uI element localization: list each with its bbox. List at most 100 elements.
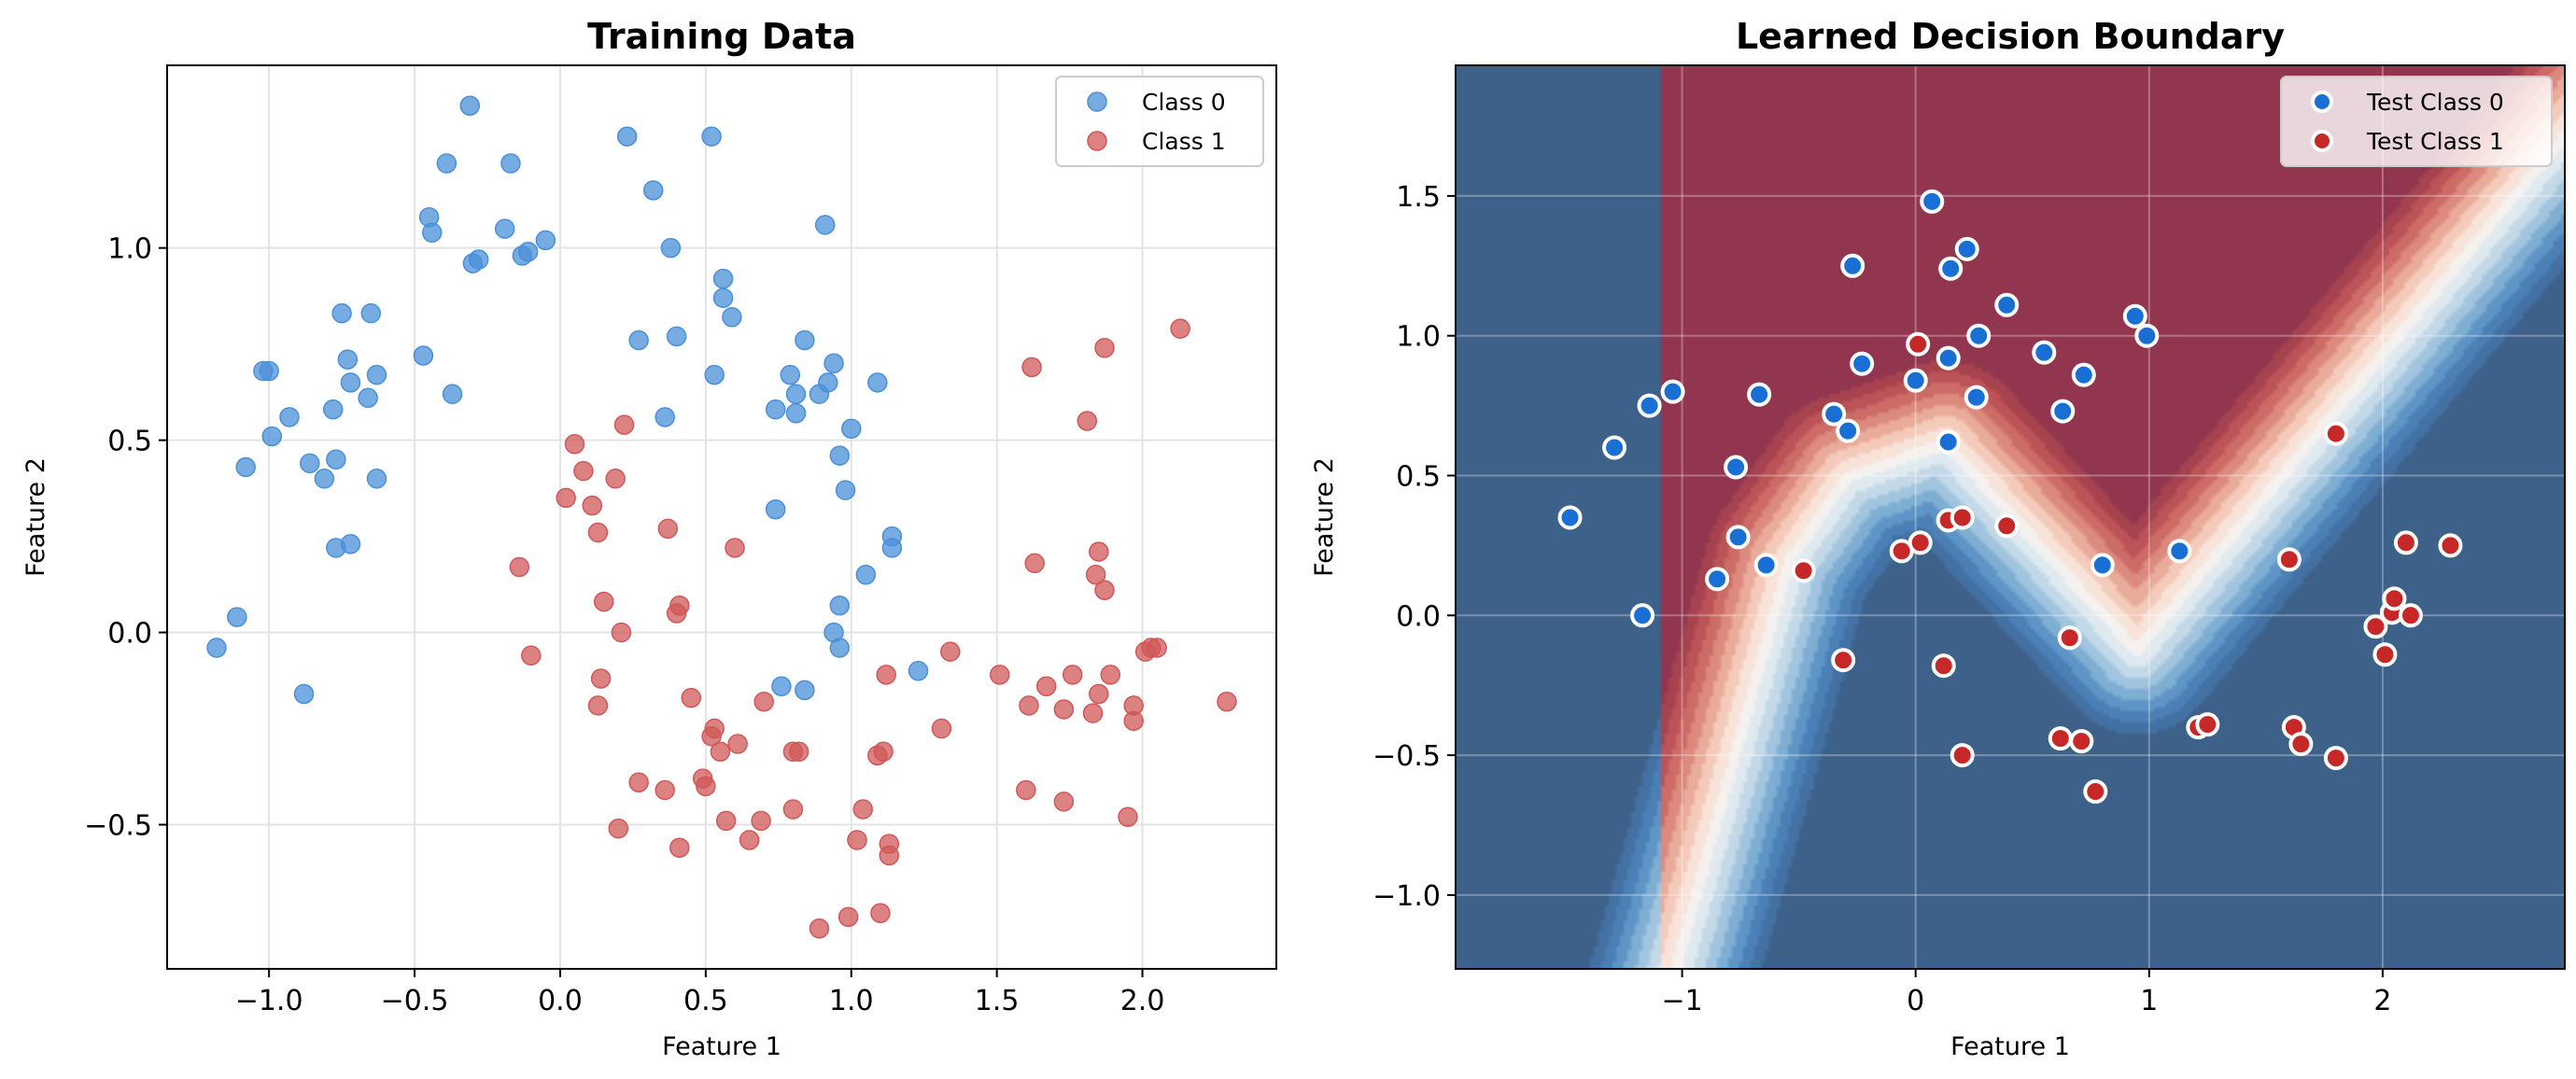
data-point-class-1 xyxy=(1021,357,1042,378)
data-point-test-class-1 xyxy=(2393,530,2418,555)
data-point-test-class-0 xyxy=(2050,399,2076,424)
data-point-class-1 xyxy=(1147,638,1167,658)
data-point-class-1 xyxy=(587,695,609,716)
data-point-class-0 xyxy=(331,302,352,324)
data-point-class-0 xyxy=(326,449,346,469)
data-point-class-0 xyxy=(322,399,344,420)
data-point-class-0 xyxy=(765,399,786,420)
chart-title: Learned Decision Boundary xyxy=(1736,16,2285,57)
y-tick-label: −0.5 xyxy=(1372,740,1441,773)
data-point-test-class-1 xyxy=(2398,603,2423,628)
legend: Test Class 0 Test Class 1 xyxy=(2280,76,2553,167)
data-point-class-0 xyxy=(366,364,387,385)
data-point-class-0 xyxy=(780,364,801,385)
data-point-class-1 xyxy=(696,776,716,797)
decision-boundary-plot: −1 0 1 2 −1.0 −0.5 0.0 0.5 1.0 1.5 Learned Decisio… xyxy=(1310,16,2566,1061)
data-point-class-0 xyxy=(704,364,725,385)
data-point-class-0 xyxy=(340,534,361,554)
x-tick-label: 0 xyxy=(1907,985,1924,1017)
data-point-class-1 xyxy=(725,538,745,558)
data-point-class-0 xyxy=(795,680,815,701)
data-point-test-class-1 xyxy=(1994,513,2020,539)
data-point-class-1 xyxy=(870,903,891,924)
data-point-test-class-0 xyxy=(2032,340,2057,365)
data-point-class-1 xyxy=(1053,699,1075,720)
data-point-test-class-0 xyxy=(1938,256,1964,281)
x-tick-label: 1.5 xyxy=(975,985,1020,1017)
legend-label: Test Class 0 xyxy=(2366,89,2504,116)
data-point-class-1 xyxy=(704,718,725,739)
data-point-class-1 xyxy=(681,687,702,708)
data-point-class-1 xyxy=(1085,565,1106,585)
data-point-class-0 xyxy=(867,372,888,393)
data-point-class-1 xyxy=(1019,695,1039,716)
data-point-class-0 xyxy=(881,538,903,558)
data-point-test-class-1 xyxy=(2195,712,2220,737)
data-point-class-1 xyxy=(1053,792,1075,812)
data-point-class-1 xyxy=(715,810,737,832)
data-point-test-class-0 xyxy=(1660,379,1685,404)
data-point-class-1 xyxy=(940,641,961,662)
x-tick-label: 1 xyxy=(2140,985,2158,1017)
data-point-class-1 xyxy=(809,918,830,939)
data-point-class-1 xyxy=(556,487,576,509)
data-point-class-1 xyxy=(1094,338,1115,358)
data-point-test-class-0 xyxy=(1637,393,1662,418)
data-point-class-1 xyxy=(782,799,804,820)
data-point-class-0 xyxy=(227,607,247,627)
data-point-class-0 xyxy=(314,469,335,489)
legend-marker-0 xyxy=(2311,91,2333,113)
data-point-class-1 xyxy=(611,622,632,643)
data-point-class-1 xyxy=(1089,683,1109,705)
y-axis-label: Feature 2 xyxy=(21,457,50,577)
data-point-class-1 xyxy=(876,665,896,685)
data-point-test-class-0 xyxy=(2122,303,2147,329)
legend-box xyxy=(2280,76,2553,167)
data-point-test-class-0 xyxy=(1602,435,1627,460)
x-tick-label: 0.5 xyxy=(683,985,728,1017)
axes-frame xyxy=(166,64,1277,970)
data-point-class-0 xyxy=(855,565,877,585)
data-point-class-1 xyxy=(838,906,859,928)
data-point-test-class-1 xyxy=(2057,625,2082,651)
data-point-class-0 xyxy=(468,249,489,270)
y-tick-label: −0.5 xyxy=(84,810,152,843)
data-point-test-class-1 xyxy=(1907,530,1933,555)
data-point-class-0 xyxy=(494,218,515,239)
data-point-class-0 xyxy=(517,242,539,262)
data-point-class-1 xyxy=(931,718,952,739)
x-axis-label: Feature 1 xyxy=(1950,1032,2070,1061)
data-point-test-class-1 xyxy=(1831,648,1856,673)
training-data-plot: −1.0 −0.5 0.0 0.5 1.0 1.5 2.0 −0.5 0.0 0.5 1.0 Trai… xyxy=(21,16,1277,1061)
data-point-test-class-0 xyxy=(1705,567,1730,592)
data-point-class-0 xyxy=(642,180,664,201)
data-point-class-0 xyxy=(771,676,792,696)
data-point-class-1 xyxy=(751,810,771,832)
data-point-test-class-1 xyxy=(2048,726,2073,751)
data-point-class-0 xyxy=(259,360,279,382)
data-point-class-0 xyxy=(459,95,481,117)
data-point-class-1 xyxy=(657,518,679,540)
data-point-test-class-0 xyxy=(2134,323,2160,348)
data-point-class-1 xyxy=(582,495,602,516)
data-point-class-1 xyxy=(1016,779,1036,801)
data-point-test-class-0 xyxy=(1822,401,1847,427)
y-tick-label: 0.0 xyxy=(107,618,152,651)
data-point-test-class-0 xyxy=(1954,236,1979,261)
data-point-class-0 xyxy=(712,287,734,308)
data-point-test-class-1 xyxy=(1931,653,1956,679)
data-point-class-1 xyxy=(1082,703,1104,723)
data-point-class-1 xyxy=(669,837,690,858)
data-point-test-class-0 xyxy=(2071,362,2096,387)
data-point-class-1 xyxy=(593,591,614,612)
y-tick-label: 0.5 xyxy=(1396,461,1441,494)
data-point-class-1 xyxy=(852,799,873,820)
chart-title: Training Data xyxy=(587,16,856,57)
legend-box xyxy=(1055,76,1264,167)
data-point-test-class-1 xyxy=(2276,547,2302,572)
data-point-class-0 xyxy=(436,153,457,174)
data-point-test-class-0 xyxy=(1966,323,1992,348)
data-point-class-0 xyxy=(206,638,227,658)
data-point-class-1 xyxy=(1123,710,1144,732)
data-point-class-1 xyxy=(1118,806,1138,828)
